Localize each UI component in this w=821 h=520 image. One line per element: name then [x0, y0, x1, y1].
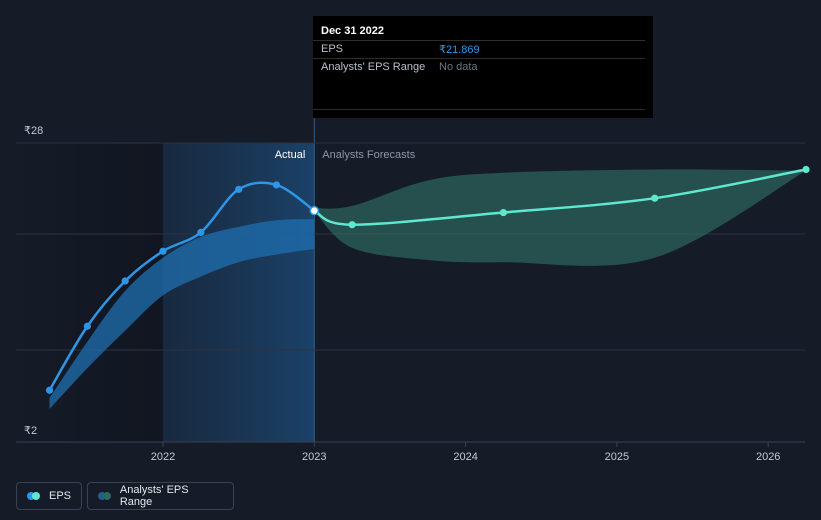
eps-point-forecast	[802, 165, 810, 174]
tooltip-date: Dec 31 2022	[321, 25, 384, 37]
tooltip-divider	[313, 109, 645, 110]
tooltip-divider	[313, 40, 645, 41]
eps-point-forecast	[348, 221, 356, 229]
x-tick-label: 2026	[756, 451, 780, 463]
tooltip-range-value: No data	[439, 61, 478, 73]
eps-point-actual	[83, 322, 91, 330]
legend-range-label: Analysts' EPS Range	[119, 484, 189, 508]
eps-legend-icon	[27, 492, 41, 500]
eps-point-forecast	[651, 194, 659, 202]
legend-eps-label: EPS	[48, 490, 71, 502]
eps-point-actual	[159, 247, 167, 255]
tooltip-divider	[313, 58, 645, 59]
eps-point-actual	[197, 228, 205, 237]
eps-point-actual	[272, 181, 281, 189]
tooltip-eps-row: EPS ₹21.869	[321, 43, 480, 56]
legend-eps[interactable]: EPS	[16, 482, 82, 510]
tooltip-eps-label: EPS	[321, 43, 344, 55]
eps-point-forecast	[499, 208, 508, 217]
range-legend-icon	[98, 492, 112, 500]
tooltip-range-row: Analysts' EPS Range No data	[321, 61, 478, 73]
eps-point-actual	[309, 205, 320, 216]
eps-point-actual	[235, 185, 243, 193]
tooltip: Dec 31 2022 EPS ₹21.869 Analysts' EPS Ra…	[313, 16, 653, 118]
tooltip-eps-value: ₹21.869	[439, 44, 480, 56]
tooltip-range-label: Analysts' EPS Range	[321, 61, 426, 73]
x-tick-label: 2023	[302, 451, 326, 463]
x-tick-label: 2025	[605, 451, 629, 463]
eps-point-actual	[45, 386, 54, 394]
eps-point-actual	[121, 277, 129, 285]
y-tick-bottom: ₹2	[24, 425, 37, 437]
y-tick-top: ₹28	[24, 125, 43, 137]
x-tick-label: 2024	[453, 451, 477, 463]
x-tick-label: 2022	[151, 451, 175, 463]
forecast-label: Analysts Forecasts	[322, 149, 415, 161]
legend-range[interactable]: Analysts' EPS Range	[87, 482, 234, 510]
range-band-actual	[49, 219, 315, 410]
actual-label: Actual	[275, 149, 306, 161]
